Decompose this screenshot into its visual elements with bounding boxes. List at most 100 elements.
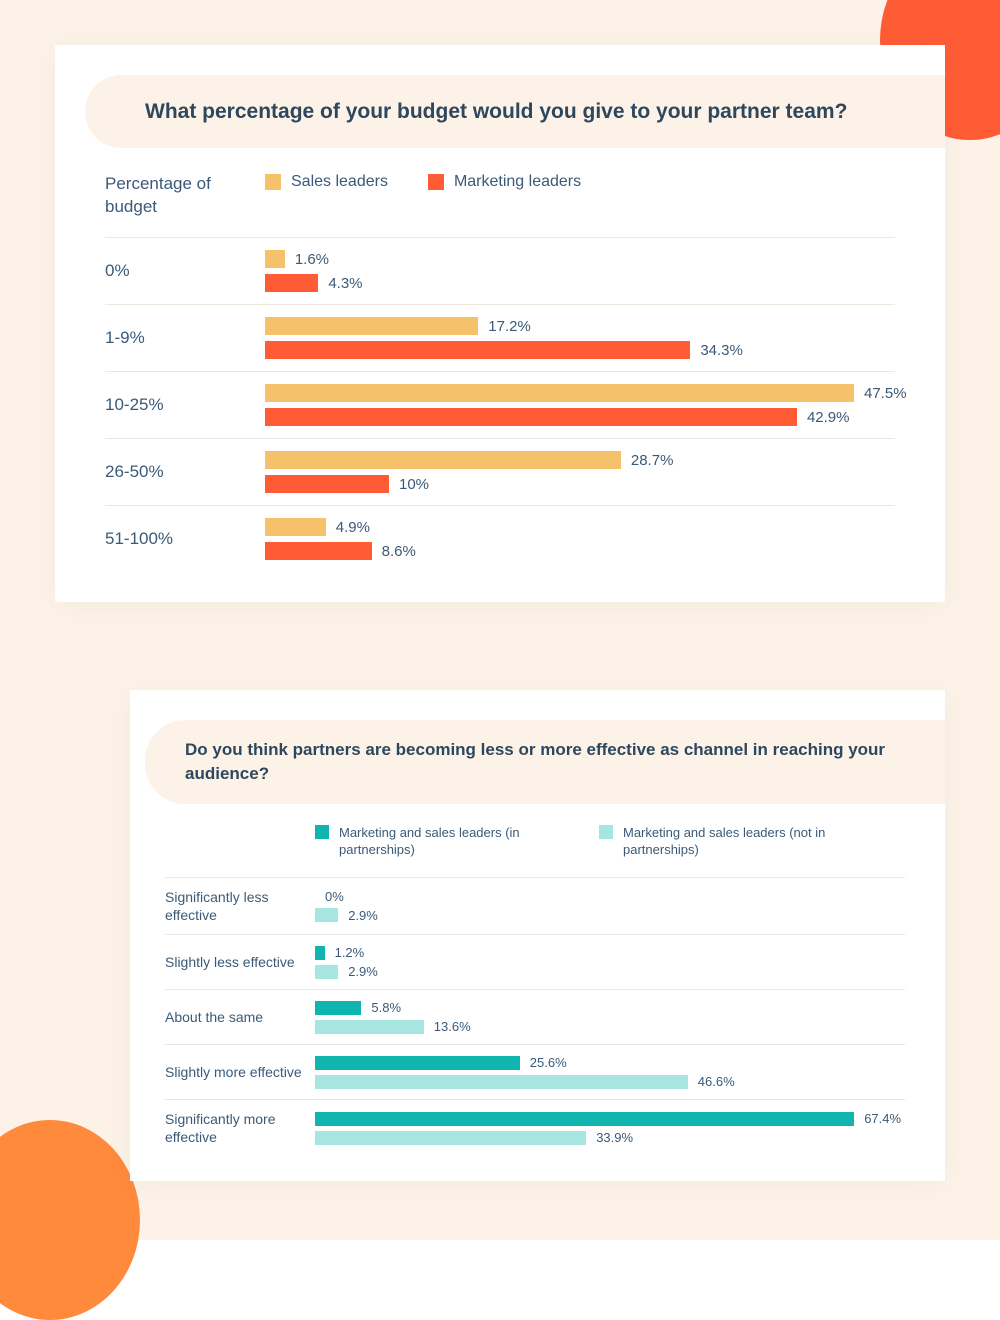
row-label: Slightly more effective (165, 1063, 315, 1081)
bars-col: 28.7% 10% (265, 451, 895, 493)
bar-line: 42.9% (265, 408, 907, 426)
bar-line: 46.6% (315, 1074, 905, 1089)
bars-col: 1.2% 2.9% (315, 945, 905, 979)
bar-value: 46.6% (698, 1074, 735, 1089)
data-row: Slightly less effective 1.2% 2.9% (165, 935, 905, 990)
bar-line: 1.6% (265, 250, 895, 268)
legend-item: Marketing and sales leaders (not in part… (599, 824, 843, 859)
bar (315, 946, 325, 960)
bar (265, 475, 389, 493)
legend-swatch (599, 825, 613, 839)
bar (265, 542, 372, 560)
legend-label: Sales leaders (291, 173, 388, 191)
data-row: 0% 1.6% 4.3% (105, 238, 895, 305)
row-label: 1-9% (105, 327, 265, 349)
row-label: Significantly more effective (165, 1110, 315, 1146)
data-row: 10-25%47.5%42.9% (105, 372, 895, 439)
bar-value: 28.7% (631, 452, 674, 469)
bar-value: 4.3% (328, 275, 362, 292)
bar-line: 2.9% (315, 964, 905, 979)
bar (265, 408, 797, 426)
bar-line: 67.4% (315, 1111, 905, 1126)
legend-row: Percentage of budget Sales leaders Market… (105, 173, 895, 238)
bar-line: 4.9% (265, 518, 895, 536)
bar-value: 13.6% (434, 1019, 471, 1034)
bar-line: 33.9% (315, 1130, 905, 1145)
bar-line: 13.6% (315, 1019, 905, 1034)
bars-col: 4.9% 8.6% (265, 518, 895, 560)
bar-value: 25.6% (530, 1055, 567, 1070)
bars-col: 5.8% 13.6% (315, 1000, 905, 1034)
chart-rows: 0% 1.6% 4.3% 1-9%17.2% 34.3% 10-25%47.5%42.9%… (105, 238, 895, 572)
bar-line: 5.8% (315, 1000, 905, 1015)
chart-title: Do you think partners are becoming less … (145, 720, 945, 804)
chart-title: What percentage of your budget would you… (85, 75, 945, 148)
legend-label: Marketing and sales leaders (not in part… (623, 824, 843, 859)
bar-value: 2.9% (348, 908, 378, 923)
bar-value: 1.6% (295, 251, 329, 268)
bar (315, 908, 338, 922)
bar-line: 4.3% (265, 274, 895, 292)
legend-swatch (428, 174, 444, 190)
row-label: Slightly less effective (165, 953, 315, 971)
row-label: 51-100% (105, 528, 265, 550)
bar (265, 317, 478, 335)
bar (315, 1075, 688, 1089)
bar-line: 8.6% (265, 542, 895, 560)
bar-line: 47.5% (265, 384, 907, 402)
legend-items: Marketing and sales leaders (in partners… (315, 824, 905, 859)
legend-label: Marketing and sales leaders (in partners… (339, 824, 559, 859)
bar (315, 1056, 520, 1070)
data-row: 51-100% 4.9% 8.6% (105, 506, 895, 572)
bar-line: 34.3% (265, 341, 895, 359)
bar-line: 0% (315, 889, 905, 904)
bar-value: 34.3% (700, 342, 743, 359)
bar (315, 1020, 424, 1034)
bar (315, 1112, 854, 1126)
bar-value: 10% (399, 476, 429, 493)
bar (315, 1131, 586, 1145)
legend-item: Marketing and sales leaders (in partners… (315, 824, 559, 859)
data-row: About the same5.8% 13.6% (165, 990, 905, 1045)
bar (265, 451, 621, 469)
bar-line: 25.6% (315, 1055, 905, 1070)
bar (265, 518, 326, 536)
bar (265, 384, 854, 402)
chart-rows: Significantly less effective0%2.9%Slight… (165, 878, 905, 1157)
bar (265, 250, 285, 268)
data-row: Slightly more effective 25.6% 46.6% (165, 1045, 905, 1100)
legend-label: Marketing leaders (454, 173, 581, 191)
axis-label: Percentage of budget (105, 173, 265, 219)
bar-line: 28.7% (265, 451, 895, 469)
bar-line: 1.2% (315, 945, 905, 960)
bar (265, 274, 318, 292)
row-label: 26-50% (105, 461, 265, 483)
bars-col: 1.6% 4.3% (265, 250, 895, 292)
legend-swatch (315, 825, 329, 839)
bar-value: 4.9% (336, 519, 370, 536)
bar-value: 1.2% (335, 945, 365, 960)
chart-body: Marketing and sales leaders (in partners… (130, 804, 945, 1157)
bar-value: 33.9% (596, 1130, 633, 1145)
data-row: Significantly less effective0%2.9% (165, 878, 905, 935)
data-row: 26-50% 28.7% 10% (105, 439, 895, 506)
legend-item: Marketing leaders (428, 173, 581, 191)
bar (315, 1001, 361, 1015)
bars-col: 47.5% 42.9% (265, 384, 907, 426)
legend-swatch (265, 174, 281, 190)
bar-line: 17.2% (265, 317, 895, 335)
bar-value: 2.9% (348, 964, 378, 979)
bars-col: 67.4% 33.9% (315, 1111, 905, 1145)
bar-line: 2.9% (315, 908, 905, 923)
row-label: 0% (105, 260, 265, 282)
row-label: About the same (165, 1008, 315, 1026)
bar-line: 10% (265, 475, 895, 493)
row-label: 10-25% (105, 394, 265, 416)
bar-value: 42.9% (807, 409, 850, 426)
bars-col: 17.2% 34.3% (265, 317, 895, 359)
bar-value: 8.6% (382, 543, 416, 560)
data-row: 1-9%17.2% 34.3% (105, 305, 895, 372)
chart-budget-card: What percentage of your budget would you… (55, 45, 945, 602)
bar-value: 0% (325, 889, 344, 904)
legend-item: Sales leaders (265, 173, 388, 191)
